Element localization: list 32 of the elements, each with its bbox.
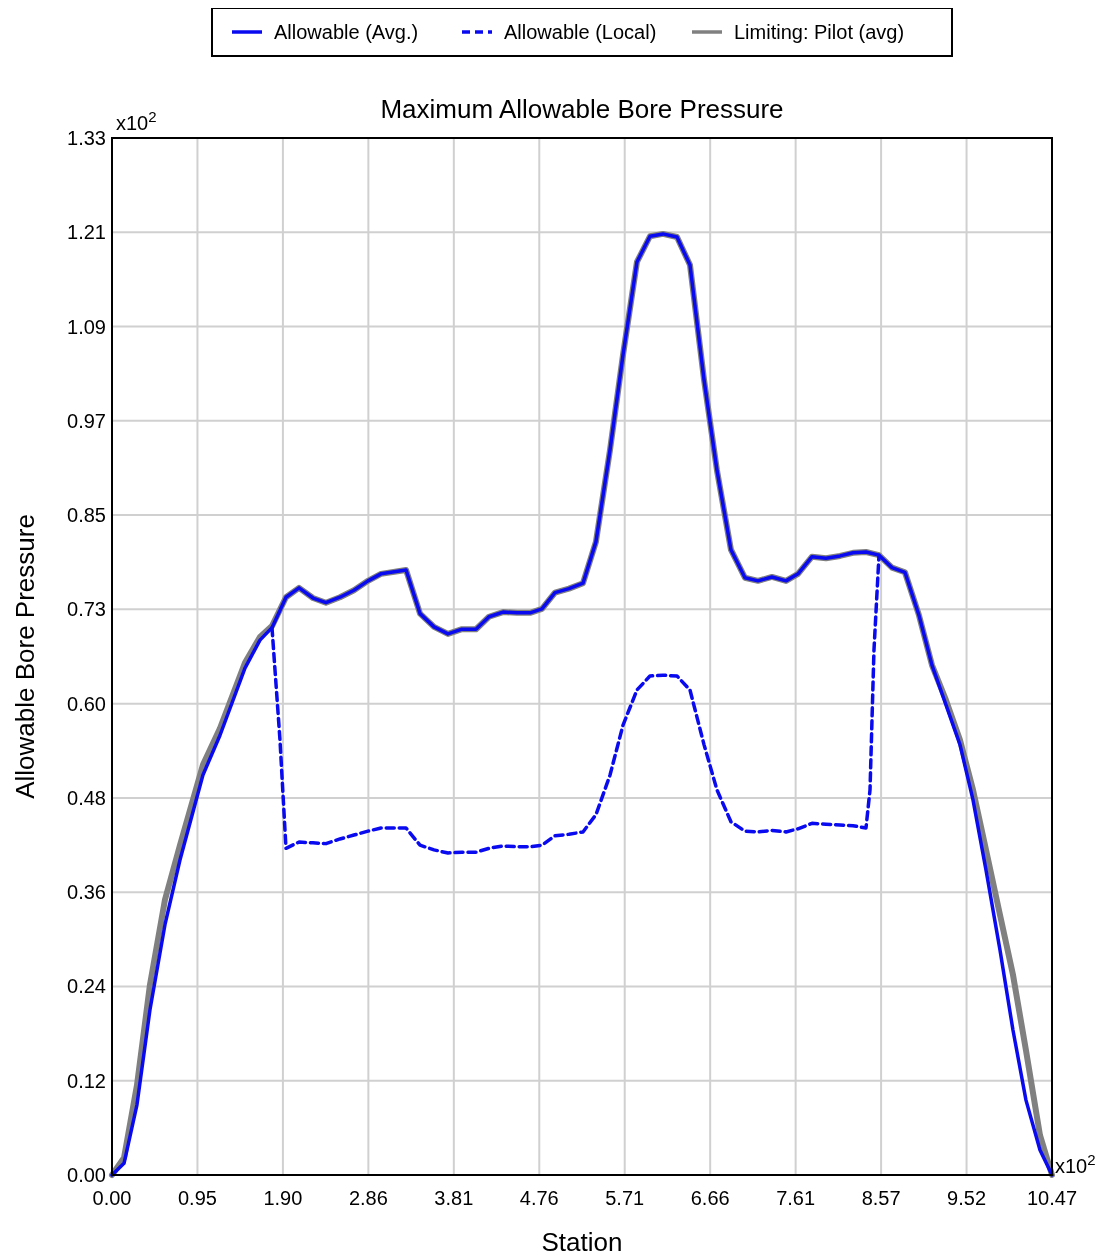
x-tick-label: 4.76 [519, 1187, 559, 1209]
legend-label: Allowable (Local) [504, 21, 657, 43]
y-tick-label: 1.21 [67, 221, 106, 244]
x-tick-label: 7.61 [776, 1187, 816, 1209]
x-tick-label: 10.47 [1026, 1187, 1078, 1209]
x-tick-label: 8.57 [861, 1187, 901, 1209]
y-axis-title: Allowable Bore Pressure [10, 514, 40, 799]
y-tick-label: 0.12 [67, 1069, 106, 1092]
text: x10$^{2}$ [116, 107, 157, 134]
y-tick-label: 0.85 [67, 504, 106, 527]
y-tick-label: 1.09 [67, 315, 106, 338]
x-axis-title: Station [541, 1227, 623, 1257]
x-tick-label: 3.81 [434, 1187, 474, 1209]
x-tick-label: 0.95 [177, 1187, 217, 1209]
legend-label: Limiting: Pilot (avg) [734, 21, 905, 43]
y-tick-label: 0.00 [67, 1164, 106, 1186]
y-tick-label: 0.36 [67, 881, 106, 904]
x-tick-label: 5.71 [605, 1187, 645, 1209]
y-tick-label: 0.48 [67, 786, 106, 809]
y-tick-label: 0.97 [67, 409, 106, 432]
x-tick-label: 2.86 [348, 1187, 388, 1209]
x-tick-label: 1.90 [263, 1187, 303, 1209]
x-tick-label: 0.00 [92, 1187, 132, 1209]
chart-title: Maximum Allowable Bore Pressure [380, 94, 784, 124]
y-tick-label: 0.73 [67, 598, 106, 621]
y-tick-label: 0.24 [67, 975, 106, 998]
y-tick-label: 1.33 [67, 127, 106, 149]
y-tick-label: 0.60 [67, 692, 106, 715]
legend-label: Allowable (Avg.) [274, 21, 419, 43]
text: x10$^{2}$ [1055, 1150, 1096, 1177]
x-tick-label: 9.52 [947, 1187, 987, 1209]
x-tick-label: 6.66 [690, 1187, 730, 1209]
